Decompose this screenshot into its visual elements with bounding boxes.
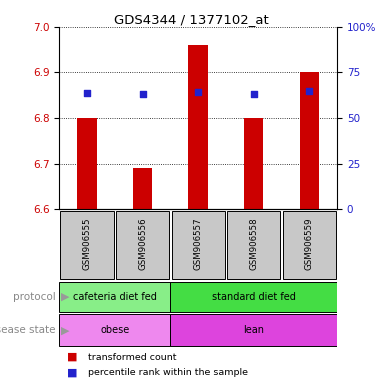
Text: GSM906555: GSM906555 [83,218,92,270]
Text: obese: obese [100,325,129,335]
Point [140,91,146,98]
Text: lean: lean [243,325,264,335]
Point [251,91,257,98]
Text: GSM906556: GSM906556 [138,218,147,270]
Bar [244,118,264,209]
Bar [227,211,280,279]
Bar [283,211,336,279]
Text: GSM906559: GSM906559 [305,218,314,270]
Text: cafeteria diet fed: cafeteria diet fed [73,291,157,302]
Point [306,88,313,94]
Text: protocol: protocol [13,291,56,302]
Text: percentile rank within the sample: percentile rank within the sample [88,368,248,377]
Text: ■: ■ [67,367,77,377]
Bar [59,281,170,312]
Text: ▶: ▶ [61,291,70,302]
Point [84,90,90,96]
Text: ■: ■ [67,352,77,362]
Bar [300,73,319,209]
Point [195,89,201,95]
Text: ▶: ▶ [61,325,70,335]
Text: transformed count: transformed count [88,353,177,362]
Bar [188,45,208,209]
Bar [133,168,152,209]
Text: standard diet fed: standard diet fed [212,291,296,302]
Bar [77,118,97,209]
Text: disease state: disease state [0,325,56,335]
Text: GDS4344 / 1377102_at: GDS4344 / 1377102_at [114,13,269,26]
Bar [170,314,337,346]
Bar [116,211,169,279]
Bar [59,314,170,346]
Bar [172,211,225,279]
Bar [61,211,114,279]
Text: GSM906557: GSM906557 [194,218,203,270]
Bar [170,281,337,312]
Text: GSM906558: GSM906558 [249,218,258,270]
